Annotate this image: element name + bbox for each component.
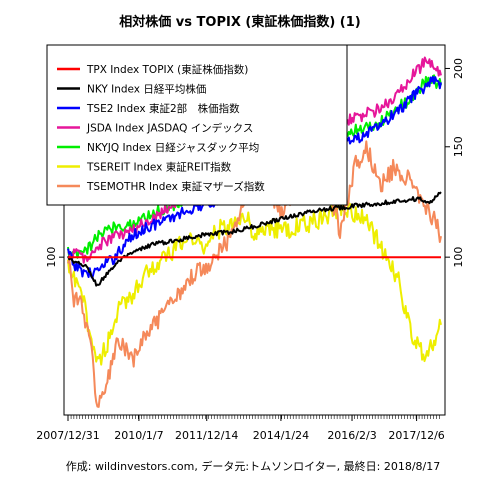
x-tick-label: 2014/1/24 — [253, 429, 309, 442]
legend-label-nkyjq: NKYJQ Index 日経ジャスダック平均 — [87, 141, 259, 154]
legend-box — [46, 44, 348, 206]
x-axis: 2007/12/31 2010/1/7 2011/12/14 2014/1/24 201… — [36, 415, 445, 442]
y-axis-right: 100 150 200 — [445, 58, 465, 268]
legend-label-tsereit: TSEREIT Index 東証REIT指数 — [86, 161, 232, 174]
chart-title: 相対株価 vs TOPIX (東証株価指数) (1) — [119, 14, 360, 30]
y-tick-label-right: 150 — [452, 136, 465, 157]
legend-label-tse2: TSE2 Index 東証2部 株価指数 — [86, 102, 240, 115]
legend-label-nky: NKY Index 日経平均株価 — [87, 83, 206, 96]
x-tick-label: 2017/12/6 — [388, 429, 444, 442]
legend: TPX Index TOPIX (東証株価指数) NKY Index 日経平均株価… — [46, 44, 348, 206]
legend-label-tpx: TPX Index TOPIX (東証株価指数) — [86, 63, 248, 76]
footer-source: 作成: wildinvestors.com, データ元:トムソンロイター, 最終… — [66, 459, 440, 473]
series-line-tsereit — [67, 199, 442, 366]
x-tick-label: 2011/12/14 — [175, 429, 238, 442]
x-tick-label: 2007/12/31 — [36, 429, 99, 442]
y-tick-label-right: 100 — [452, 247, 465, 268]
legend-label-jsda: JSDA Index JASDAQ インデックス — [86, 122, 253, 135]
y-tick-label-right: 200 — [452, 58, 465, 79]
x-tick-label: 2016/2/3 — [327, 429, 376, 442]
x-tick-label: 2010/1/7 — [114, 429, 163, 442]
legend-label-tsemothr: TSEMOTHR Index 東証マザーズ指数 — [86, 180, 265, 193]
series-line-nky — [67, 191, 442, 287]
y-tick-label-left: 100 — [45, 247, 58, 268]
